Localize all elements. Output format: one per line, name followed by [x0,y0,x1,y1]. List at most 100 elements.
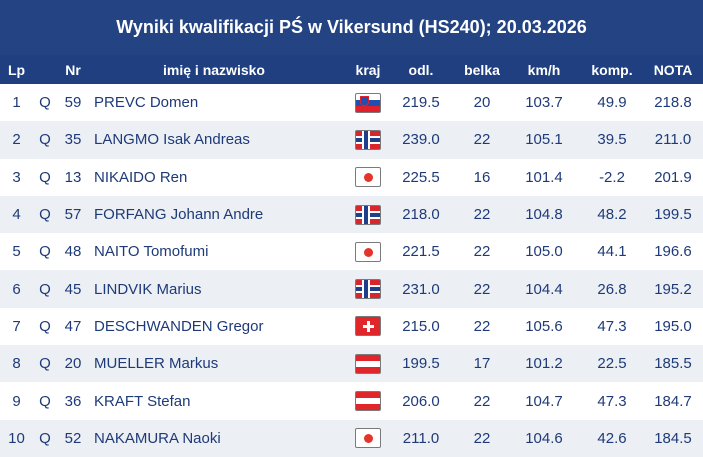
table-row: 6 Q 45 LINDVIK Marius 231.0 22 104.4 26.8 195.2 [0,270,703,308]
speed-cell: 104.7 [525,392,563,410]
athlete-name-cell: FORFANG Johann Andre [94,206,264,224]
nota-cell: 195.2 [654,280,692,298]
rank-cell: 10 [8,429,25,447]
gate-cell: 22 [473,280,491,298]
header-compensation: komp. [591,61,633,78]
results-table-body: 1 Q 59 PREVC Domen 219.5 20 103.7 49.9 218.8 2 Q 35… [0,84,703,457]
country-cell [350,233,386,270]
austria-flag-icon [355,353,381,374]
table-row: 1 Q 59 PREVC Domen 219.5 20 103.7 49.9 218.8 [0,84,703,122]
nota-cell: 184.7 [654,392,692,410]
table-row: 4 Q 57 FORFANG Johann Andre 218.0 22 104.8 48.2… [0,195,703,234]
nota-cell: 211.0 [654,131,692,149]
norway-flag-icon [355,279,381,300]
gate-cell: 22 [473,243,491,261]
compensation-cell: 49.9 [597,94,627,112]
rank-cell: 4 [12,206,21,224]
gate-cell: 22 [473,392,491,410]
rank-cell: 8 [12,355,21,373]
table-row: 2 Q 35 LANGMO Isak Andreas 239.0 22 105.1 39.5 2… [0,121,703,159]
nota-cell: 195.0 [654,317,692,335]
header-nr: Nr [65,61,81,78]
table-row: 8 Q 20 MUELLER Markus 199.5 17 101.2 22.5 185.5 [0,345,703,383]
nota-cell: 199.5 [654,206,692,224]
bib-number-cell: 13 [64,168,82,186]
speed-cell: 104.8 [525,206,563,224]
gate-cell: 22 [473,206,491,224]
nota-cell: 218.8 [654,94,692,112]
athlete-name-cell: KRAFT Stefan [94,392,191,410]
switzerland-flag-icon [355,316,381,337]
nota-cell: 184.5 [654,429,692,447]
rank-cell: 9 [12,392,21,410]
country-cell [350,121,386,158]
gate-cell: 20 [473,94,491,112]
gate-cell: 22 [473,131,491,149]
results-title: Wyniki kwalifikacji PŚ w Vikersund (HS24… [0,0,703,55]
distance-cell: 211.0 [402,429,440,447]
header-speed: km/h [527,61,561,78]
country-cell [350,308,386,345]
speed-cell: 105.6 [525,317,563,335]
norway-flag-icon [355,129,381,150]
qualified-cell: Q [39,94,51,112]
speed-cell: 105.0 [525,243,563,261]
country-cell [350,420,386,457]
compensation-cell: 39.5 [597,131,627,149]
compensation-cell: 26.8 [597,280,627,298]
japan-flag-icon [355,428,381,449]
compensation-cell: -2.2 [599,168,625,186]
distance-cell: 239.0 [402,131,440,149]
athlete-name-cell: PREVC Domen [94,94,199,112]
qualified-cell: Q [39,206,51,224]
speed-cell: 104.4 [525,280,563,298]
gate-cell: 22 [473,429,491,447]
country-cell [350,345,386,382]
qualified-cell: Q [39,392,51,410]
table-row: 3 Q 13 NIKAIDO Ren 225.5 16 101.4 -2.2 201.9 [0,158,703,196]
bib-number-cell: 35 [64,131,82,149]
gate-cell: 22 [473,317,491,335]
qualified-cell: Q [39,131,51,149]
compensation-cell: 48.2 [597,206,627,224]
header-distance: odl. [408,61,434,78]
rank-cell: 5 [12,243,21,261]
athlete-name-cell: NIKAIDO Ren [94,168,188,186]
distance-cell: 225.5 [402,168,440,186]
athlete-name-cell: LINDVIK Marius [94,280,202,298]
japan-flag-icon [355,241,381,262]
distance-cell: 219.5 [402,94,440,112]
qualified-cell: Q [39,280,51,298]
athlete-name-cell: NAKAMURA Naoki [94,429,221,447]
austria-flag-icon [355,391,381,412]
norway-flag-icon [355,204,381,225]
distance-cell: 199.5 [402,355,440,373]
bib-number-cell: 57 [64,206,82,224]
distance-cell: 221.5 [402,243,440,261]
rank-cell: 3 [12,168,21,186]
header-lp: Lp [7,61,26,78]
japan-flag-icon [355,167,381,188]
header-nota: NOTA [653,61,693,78]
distance-cell: 218.0 [402,206,440,224]
bib-number-cell: 52 [64,429,82,447]
nota-cell: 185.5 [654,355,692,373]
table-row: 9 Q 36 KRAFT Stefan 206.0 22 104.7 47.3 184.7 [0,382,703,420]
table-header: Lp Nr imię i nazwisko kraj odl. belka km… [0,55,703,84]
distance-cell: 206.0 [402,392,440,410]
athlete-name-cell: MUELLER Markus [94,355,219,373]
gate-cell: 16 [473,168,491,186]
rank-cell: 1 [12,94,21,112]
compensation-cell: 22.5 [597,355,627,373]
country-cell [350,159,386,196]
athlete-name-cell: NAITO Tomofumi [94,243,209,261]
bib-number-cell: 59 [64,94,82,112]
athlete-name-cell: DESCHWANDEN Gregor [94,317,264,335]
speed-cell: 105.1 [525,131,563,149]
country-cell [350,270,386,307]
bib-number-cell: 36 [64,392,82,410]
distance-cell: 215.0 [402,317,440,335]
athlete-name-cell: LANGMO Isak Andreas [94,131,250,149]
slovenia-flag-icon [355,92,381,113]
header-name: imię i nazwisko [163,61,265,78]
